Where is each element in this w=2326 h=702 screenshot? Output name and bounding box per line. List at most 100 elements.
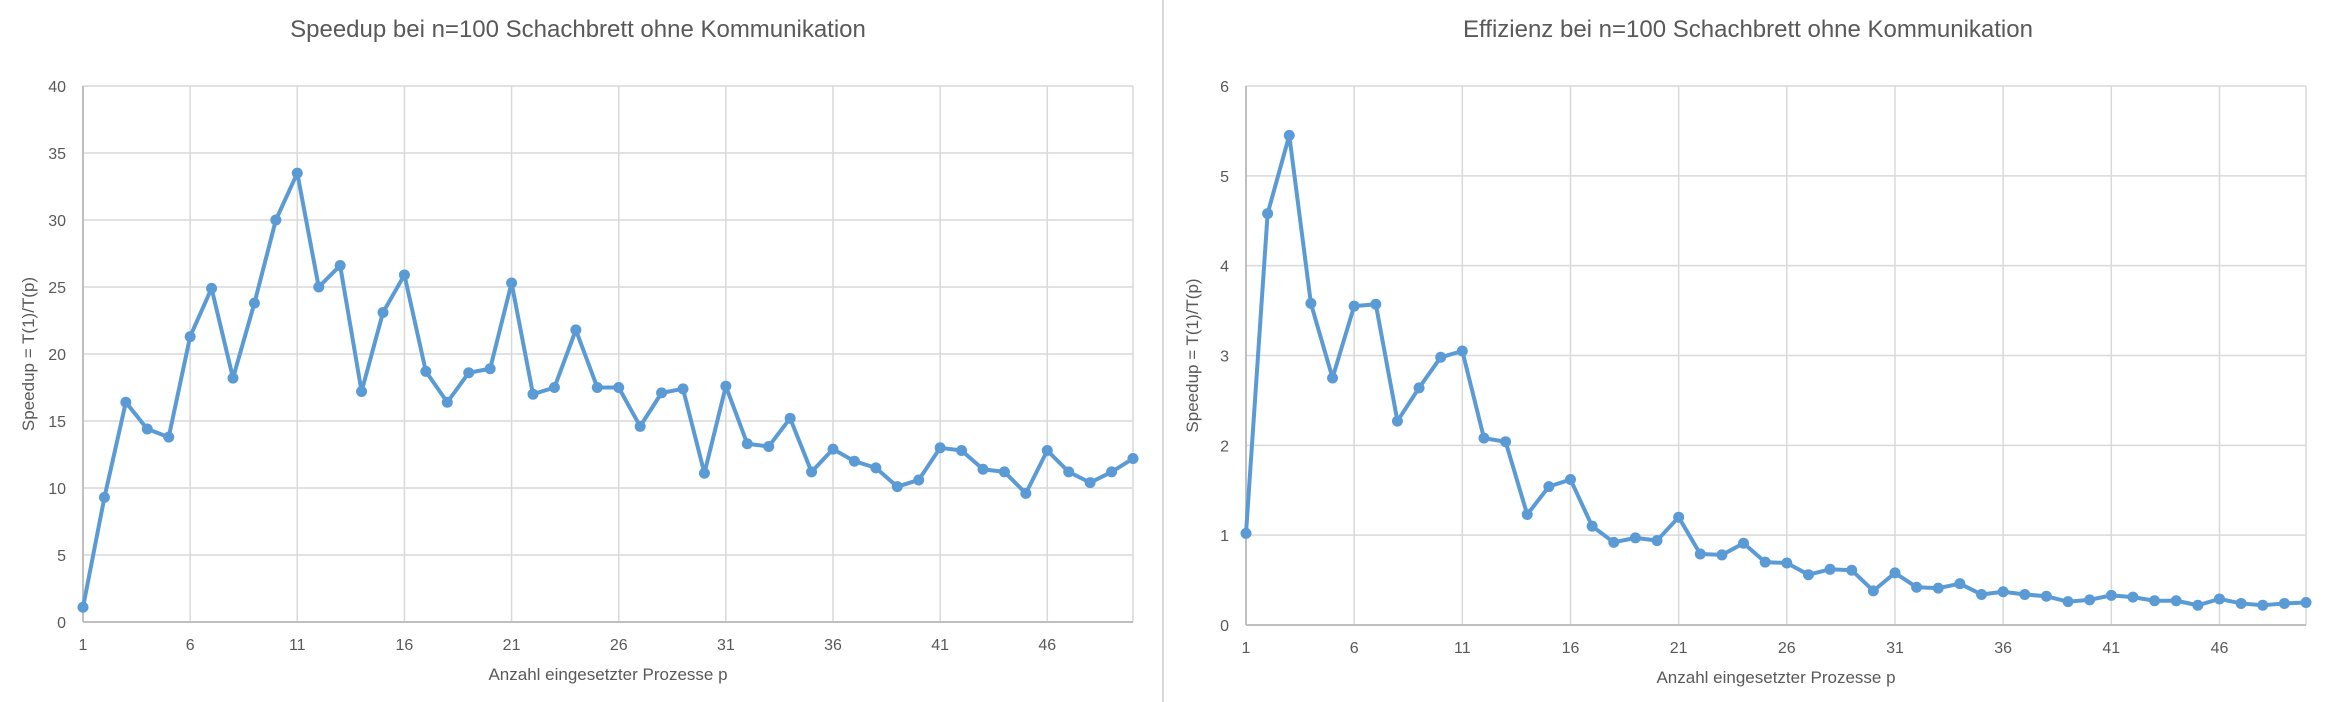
speedup-data-point [1063,466,1075,478]
efficiency-data-point [1521,509,1533,521]
x-tick-label: 36 [824,637,842,654]
efficiency-data-point [2127,591,2139,603]
efficiency-data-point [1997,586,2009,598]
efficiency-data-point [1694,548,1706,560]
x-tick-label: 11 [289,637,306,654]
efficiency-data-point [1608,536,1620,548]
speedup-data-point [1084,477,1096,489]
efficiency-data-point [1391,415,1403,427]
y-axis-label: Speedup = T(1)/T(p) [19,277,38,431]
x-axis-label: Anzahl eingesetzter Prozesse p [1656,668,1895,687]
efficiency-data-point [2149,595,2161,607]
efficiency-data-point [2062,596,2074,608]
y-tick-label: 0 [1220,618,1229,635]
y-tick-label: 1 [1220,528,1229,545]
x-tick-label: 46 [2211,640,2229,657]
speedup-data-point [613,382,625,393]
y-tick-label: 6 [1220,79,1229,96]
speedup-data-point [398,269,410,281]
efficiency-data-point [1673,511,1685,523]
efficiency-data-point [2105,589,2117,601]
x-tick-label: 31 [717,637,735,654]
speedup-chart: Speedup bei n=100 Schachbrett ohne Kommu… [19,16,1139,684]
y-tick-label: 25 [48,280,66,297]
speedup-data-point [356,386,368,398]
y-tick-label: 10 [48,481,66,498]
speedup-data-point [848,455,860,467]
efficiency-data-point [1911,581,1923,593]
efficiency-data-point [1327,372,1339,384]
speedup-data-point [441,396,453,408]
efficiency-data-point [2278,597,2290,609]
speedup-data-point [141,423,153,435]
efficiency-data-point [2300,597,2312,609]
efficiency-data-point [2235,597,2247,609]
efficiency-data-point [1478,432,1490,444]
efficiency-data-point [1932,582,1944,594]
efficiency-data-point [1954,578,1966,590]
speedup-data-point [1106,466,1118,478]
speedup-data-point [506,277,518,289]
speedup-data-point [77,601,89,613]
x-tick-label: 21 [503,637,521,654]
speedup-data-point [956,444,968,456]
efficiency-data-point [1867,585,1879,597]
efficiency-data-point [1802,569,1814,581]
speedup-data-point [377,306,389,318]
speedup-data-point [227,372,239,384]
efficiency-data-point [2040,590,2052,602]
panel-divider [1162,0,1164,702]
speedup-data-point [998,466,1010,478]
efficiency-data-point [1543,481,1555,493]
x-tick-label: 1 [1242,640,1251,657]
speedup-data-point [698,467,710,479]
efficiency-data-point [1348,300,1360,312]
x-tick-label: 16 [1562,640,1580,657]
speedup-data-point [591,382,603,393]
speedup-data-point [248,297,260,309]
efficiency-data-point [1846,564,1858,576]
chart-title: Effizienz bei n=100 Schachbrett ohne Kom… [1463,16,2033,43]
efficiency-data-point [1716,549,1728,561]
efficiency-chart-panel: Effizienz bei n=100 Schachbrett ohne Kom… [1164,0,2326,702]
speedup-data-point [784,412,796,424]
speedup-data-point [570,324,582,336]
efficiency-data-point [1305,297,1317,309]
x-tick-label: 31 [1886,640,1904,657]
x-tick-label: 46 [1038,637,1056,654]
y-tick-label: 5 [1220,169,1229,186]
efficiency-data-point [1456,345,1468,357]
efficiency-data-point [1370,298,1382,310]
y-tick-label: 3 [1220,349,1229,366]
speedup-data-point [163,431,175,443]
chart-title: Speedup bei n=100 Schachbrett ohne Kommu… [290,16,866,43]
speedup-data-point [913,474,925,486]
x-tick-label: 16 [396,637,414,654]
efficiency-data-point [2213,593,2225,605]
y-tick-label: 40 [48,79,66,96]
speedup-data-point [870,462,882,474]
speedup-data-point [891,481,903,493]
speedup-data-point [634,420,646,432]
speedup-data-point [548,382,560,393]
efficiency-data-point [2019,588,2031,600]
y-tick-label: 30 [48,213,66,230]
speedup-data-point [420,365,432,377]
efficiency-data-point [1500,436,1512,448]
speedup-data-point [677,383,689,395]
efficiency-data-point [1759,556,1771,568]
speedup-data-point [334,260,346,272]
x-tick-label: 21 [1670,640,1688,657]
speedup-data-point [527,388,539,400]
efficiency-data-point [1262,208,1274,220]
y-tick-label: 2 [1220,438,1229,455]
efficiency-data-point [2257,599,2269,611]
speedup-data-point [484,363,496,375]
x-axis-label: Anzahl eingesetzter Prozesse p [488,665,727,684]
efficiency-data-point [1976,588,1988,600]
speedup-data-point [206,282,218,294]
efficiency-data-point [1283,129,1295,141]
speedup-data-point [806,466,818,478]
speedup-data-point [763,440,775,452]
efficiency-data-point [1413,382,1425,394]
